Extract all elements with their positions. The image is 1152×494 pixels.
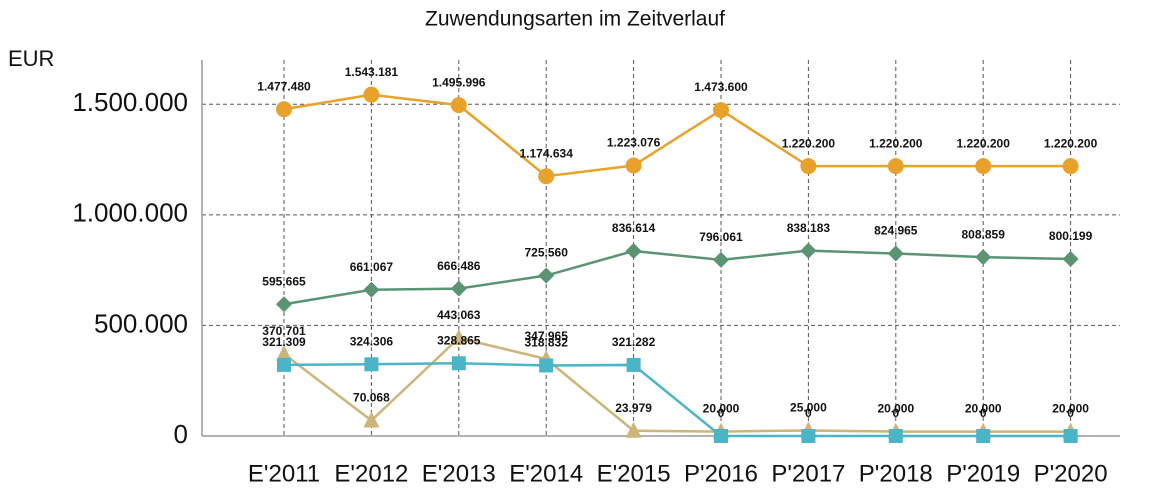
data-label: 443.063 — [437, 308, 481, 322]
series-line — [283, 249, 1071, 306]
data-label: 20.000 — [703, 402, 740, 416]
x-tick-label: P'2017 — [771, 460, 845, 487]
data-label: 324.306 — [350, 334, 394, 348]
point — [801, 429, 816, 443]
data-label: 796.061 — [699, 230, 743, 244]
point — [1062, 251, 1079, 268]
data-label: 25.000 — [790, 401, 827, 415]
data-label: 1.220.200 — [782, 136, 836, 150]
point — [975, 249, 992, 266]
data-label: 1.174.634 — [520, 146, 574, 160]
data-label: 661.067 — [350, 260, 394, 274]
point — [625, 421, 642, 438]
point — [976, 429, 991, 443]
x-tick-label: E'2012 — [334, 460, 408, 487]
point — [626, 357, 641, 372]
data-label: 595.665 — [262, 274, 306, 288]
point — [800, 158, 817, 175]
data-label: 328.865 — [437, 333, 481, 347]
data-label: 0 — [1067, 406, 1074, 420]
data-label: 824.965 — [874, 224, 918, 238]
data-label: 370.701 — [262, 324, 306, 338]
point — [975, 158, 992, 175]
data-label: 347.965 — [525, 329, 569, 343]
point — [625, 242, 642, 259]
data-label: 1.477.480 — [257, 79, 311, 93]
data-label: 1.220.200 — [957, 136, 1011, 150]
point — [888, 429, 903, 443]
x-tick-label: E'2011 — [248, 460, 320, 487]
data-label: 808.859 — [962, 227, 1006, 241]
series-line — [283, 362, 1071, 438]
data-label: 1.473.600 — [694, 80, 748, 94]
x-tick-label: P'2020 — [1034, 460, 1108, 487]
data-label: 20.000 — [965, 402, 1002, 416]
point — [887, 245, 904, 262]
point — [539, 358, 554, 373]
data-label: 0 — [980, 406, 987, 420]
point — [800, 242, 817, 259]
data-label: 1.543.181 — [345, 65, 399, 79]
point — [1063, 429, 1078, 443]
x-tick-label: E'2013 — [422, 460, 496, 487]
point — [538, 267, 555, 284]
y-axis-title: EUR — [8, 46, 54, 71]
data-label: 321.309 — [262, 335, 306, 349]
data-label: 70.068 — [353, 391, 390, 405]
data-label: 0 — [805, 406, 812, 420]
point — [538, 168, 555, 185]
series-line — [283, 336, 1071, 433]
point — [450, 280, 467, 297]
point — [364, 357, 379, 372]
point — [276, 101, 292, 118]
data-label: 836.614 — [612, 221, 656, 235]
data-label: 321.282 — [612, 335, 656, 349]
data-label: 318.832 — [525, 336, 569, 350]
data-label: 1.223.076 — [607, 136, 661, 150]
point — [277, 357, 291, 372]
point — [276, 345, 292, 362]
point — [450, 97, 467, 114]
data-label: 23.979 — [615, 401, 652, 415]
data-label: 1.220.200 — [869, 136, 923, 150]
point — [363, 411, 380, 428]
data-label: 20.000 — [1052, 402, 1089, 416]
x-tick-label: P'2019 — [946, 460, 1020, 487]
point — [1062, 158, 1079, 175]
point — [713, 251, 729, 268]
point — [887, 158, 904, 175]
point — [451, 356, 466, 371]
x-tick-label: P'2016 — [684, 460, 758, 487]
point — [450, 329, 467, 346]
point — [276, 296, 292, 313]
y-tick-label: 0 — [174, 419, 188, 449]
data-label: 666.486 — [437, 259, 481, 273]
y-tick-label: 500.000 — [94, 308, 188, 338]
point — [363, 86, 380, 103]
x-tick-label: E'2014 — [509, 460, 583, 487]
data-label: 838.183 — [787, 221, 831, 235]
point — [363, 281, 380, 298]
data-label: 725.560 — [525, 246, 569, 260]
series-line — [283, 93, 1071, 178]
chart-title: Zuwendungsarten im Zeitverlauf — [425, 8, 725, 31]
y-tick-label: 1.000.000 — [72, 198, 188, 228]
data-label: 1.495.996 — [432, 75, 486, 89]
point — [714, 429, 728, 443]
data-label: 0 — [718, 406, 725, 420]
point — [625, 157, 642, 174]
data-label: 0 — [892, 406, 899, 420]
data-label: 800.199 — [1049, 229, 1093, 243]
x-tick-label: P'2018 — [859, 460, 933, 487]
point — [713, 102, 729, 119]
data-label: 1.220.200 — [1044, 136, 1098, 150]
x-tick-label: E'2015 — [597, 460, 671, 487]
data-label: 20.000 — [877, 402, 914, 416]
y-tick-label: 1.500.000 — [72, 87, 188, 117]
